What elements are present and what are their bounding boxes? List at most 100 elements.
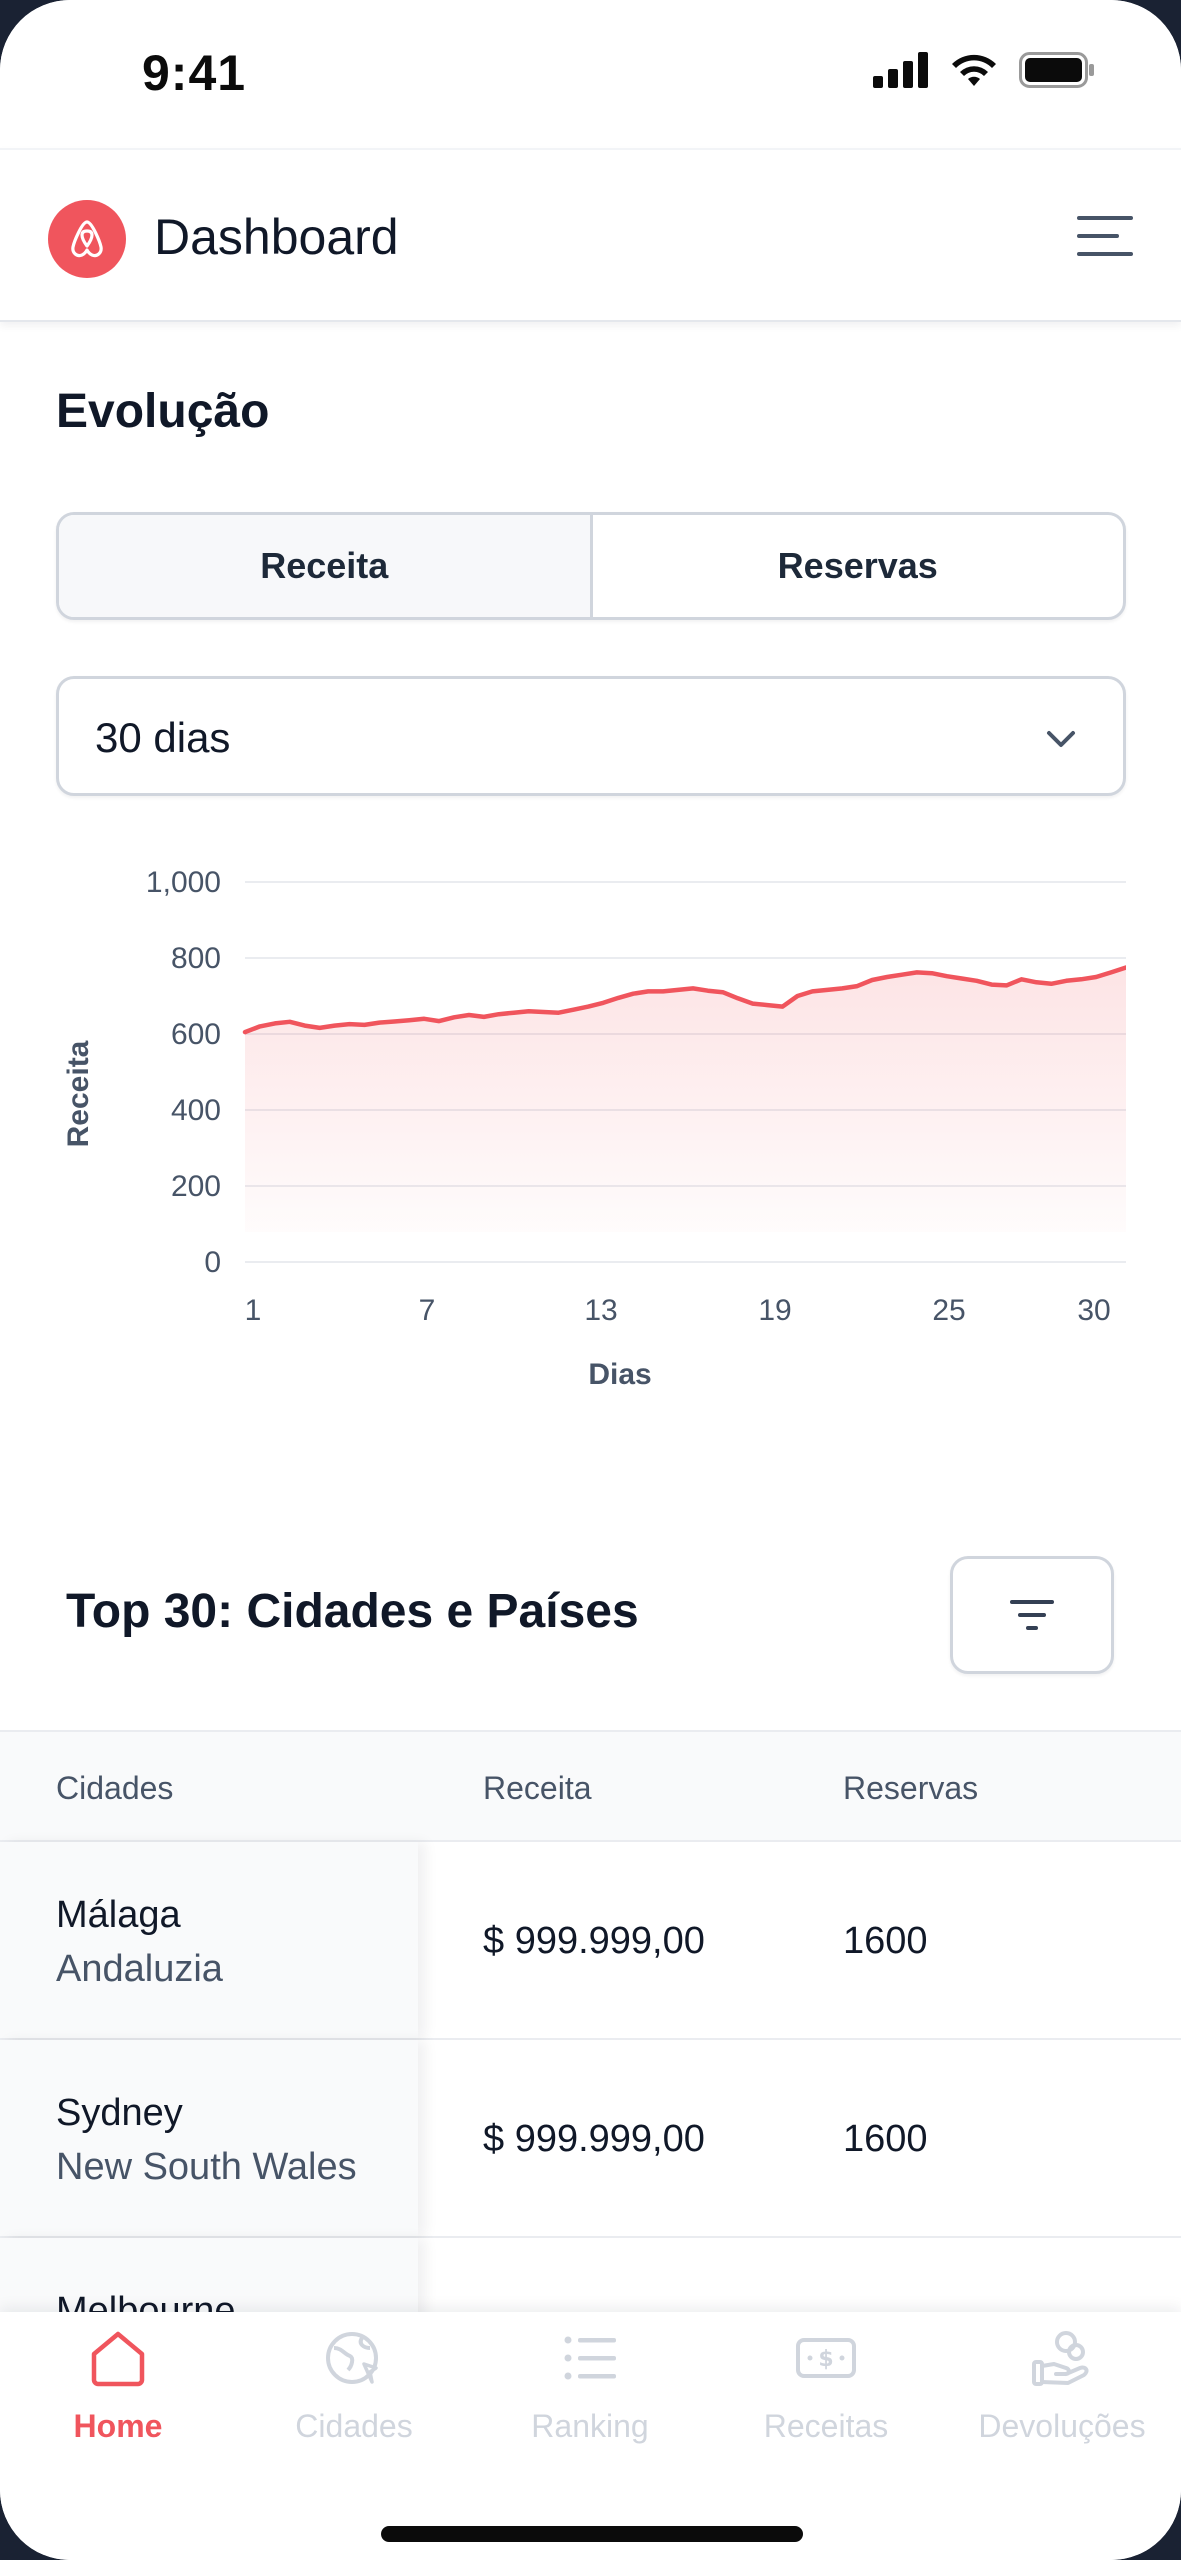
- signal-icon: [873, 52, 928, 88]
- data-point: [886, 976, 888, 978]
- app-header: Dashboard: [0, 148, 1181, 322]
- tab-cidades[interactable]: Cidades: [236, 2312, 472, 2466]
- chevron-down-icon: [1047, 731, 1075, 747]
- tab-label: Devoluções: [978, 2408, 1146, 2444]
- y-axis-label: Receita: [62, 1040, 95, 1147]
- data-point: [1005, 984, 1008, 987]
- tab-ranking[interactable]: Ranking: [472, 2312, 708, 2466]
- globe-icon: [326, 2332, 378, 2384]
- y-tick-label: 0: [204, 1246, 221, 1279]
- tab-receitas[interactable]: $ Receitas: [708, 2312, 944, 2466]
- revenue-series-line: [242, 965, 1126, 1035]
- x-tick-label: 30: [1077, 1294, 1110, 1327]
- data-point: [960, 977, 963, 980]
- tab-devolucoes[interactable]: Devoluções: [944, 2312, 1180, 2466]
- data-point: [602, 1002, 605, 1004]
- data-point: [871, 979, 873, 981]
- data-point: [1095, 976, 1097, 978]
- tab-home[interactable]: Home: [0, 2312, 236, 2466]
- data-point: [1050, 983, 1053, 985]
- top-table-title: Top 30: Cidades e Países: [66, 1585, 639, 1638]
- y-tick-label: 600: [171, 1018, 221, 1051]
- data-point: [946, 975, 948, 977]
- home-indicator[interactable]: [381, 2526, 803, 2542]
- bookings-value: 1600: [843, 2118, 928, 2160]
- data-point: [259, 1025, 261, 1028]
- x-tick-label: 19: [758, 1294, 791, 1327]
- x-tick-label: 1: [245, 1294, 262, 1327]
- data-point: [1080, 978, 1082, 981]
- tab-reservas[interactable]: Reservas: [777, 545, 938, 586]
- revenue-chart: 0 200 400 600 800 1,000 1 7 13 19 25 30 Dias Receit…: [54, 800, 1126, 1400]
- table-row[interactable]: Sydney New South Wales $ 999.999,00 1600: [0, 2040, 1181, 2238]
- column-header-receita[interactable]: Receita: [483, 1770, 592, 1806]
- data-point: [737, 997, 739, 1000]
- data-point: [901, 973, 903, 976]
- table-header: Cidades Receita Reservas: [0, 1730, 1181, 1842]
- city-cell: Sydney New South Wales: [0, 2040, 418, 2236]
- region-name: Andaluzia: [56, 1948, 223, 1990]
- hand-coins-icon: [1032, 2331, 1089, 2386]
- battery-icon: [1019, 52, 1094, 88]
- table-row[interactable]: Málaga Andaluzia $ 999.999,00 1600: [0, 1842, 1181, 2040]
- data-point: [1035, 981, 1038, 984]
- data-point: [811, 990, 814, 993]
- revenue-value: $ 999.999,00: [483, 1920, 705, 1962]
- status-bar: 9:41: [0, 0, 1181, 148]
- data-point: [1020, 978, 1023, 981]
- y-tick-label: 1,000: [146, 866, 221, 899]
- tab-receita[interactable]: Receita: [59, 515, 593, 617]
- data-point: [572, 1008, 575, 1011]
- y-tick-label: 400: [171, 1094, 221, 1127]
- y-tick-label: 800: [171, 942, 221, 975]
- data-point: [438, 1020, 440, 1022]
- data-point: [274, 1022, 276, 1025]
- column-header-cidades[interactable]: Cidades: [56, 1770, 174, 1806]
- data-point: [333, 1024, 336, 1027]
- data-point: [468, 1014, 470, 1016]
- data-point: [557, 1011, 560, 1014]
- data-point: [587, 1005, 590, 1008]
- data-point: [692, 987, 694, 990]
- period-select-value: 30 dias: [95, 714, 231, 761]
- page-title: Dashboard: [154, 209, 399, 265]
- svg-text:$: $: [818, 2347, 833, 2372]
- data-point: [632, 992, 634, 995]
- x-tick-label: 25: [932, 1294, 965, 1327]
- x-tick-label: 13: [584, 1294, 617, 1327]
- data-point: [363, 1024, 366, 1026]
- status-icons: [873, 52, 1095, 88]
- home-icon: [91, 2331, 145, 2387]
- data-point: [707, 989, 709, 992]
- data-point: [303, 1024, 306, 1027]
- data-point: [990, 983, 993, 986]
- city-name: Málaga: [56, 1894, 181, 1936]
- data-point: [826, 989, 829, 991]
- menu-button[interactable]: [1075, 212, 1135, 260]
- data-point: [542, 1011, 545, 1013]
- data-point: [647, 990, 649, 993]
- tab-label: Receitas: [763, 2408, 889, 2444]
- money-icon: $: [796, 2338, 856, 2378]
- period-select[interactable]: 30 dias: [56, 676, 1126, 796]
- data-point: [677, 989, 679, 991]
- data-point: [617, 997, 620, 999]
- data-point: [318, 1027, 321, 1029]
- tab-label: Home: [73, 2408, 163, 2444]
- data-point: [1065, 980, 1068, 982]
- data-point: [722, 991, 724, 993]
- data-point: [408, 1019, 411, 1022]
- data-point: [975, 980, 978, 982]
- city-cell: Málaga Andaluzia: [0, 1842, 418, 2038]
- data-point: [393, 1020, 396, 1023]
- tab-label: Cidades: [295, 2408, 413, 2444]
- home-indicator-area: [0, 2466, 1181, 2560]
- data-point: [662, 990, 664, 993]
- data-point: [766, 1004, 769, 1006]
- column-header-reservas[interactable]: Reservas: [843, 1770, 979, 1806]
- y-tick-label: 200: [171, 1170, 221, 1203]
- data-point: [856, 985, 858, 987]
- filter-button[interactable]: [950, 1556, 1114, 1674]
- metric-toggle: Receita Reservas: [56, 512, 1126, 620]
